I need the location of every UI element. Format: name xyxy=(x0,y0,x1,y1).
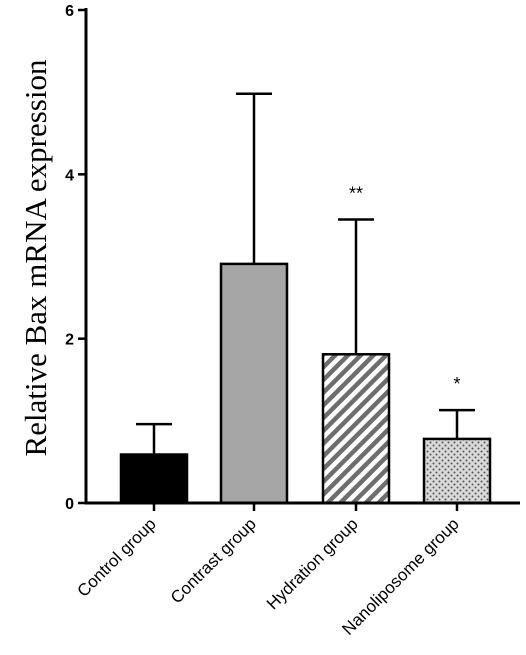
y-tick-label-0: 0 xyxy=(65,496,74,513)
y-tick-label-6: 6 xyxy=(65,3,74,20)
x-tick-label-3: Hydration group xyxy=(263,514,362,613)
x-tick-label-2: Contrast group xyxy=(167,514,260,607)
x-tick-label-4: Nanoliposome group xyxy=(338,514,462,638)
significance-marker-3: ** xyxy=(349,184,363,204)
significance-marker-4: * xyxy=(453,374,460,394)
x-tick-label-1: Control group xyxy=(74,514,160,600)
y-tick-label-4: 4 xyxy=(65,167,74,184)
bar-2 xyxy=(219,262,289,505)
bar-1 xyxy=(119,453,189,505)
bar-4 xyxy=(422,437,492,505)
y-tick-label-2: 2 xyxy=(65,332,74,349)
bar-3 xyxy=(321,353,391,505)
y-axis-title: Relative Bax mRNA expression xyxy=(18,59,53,456)
